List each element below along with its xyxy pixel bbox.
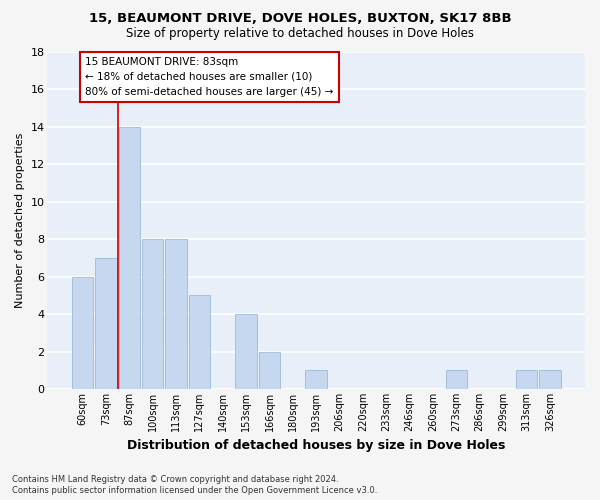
Bar: [516, 370, 537, 389]
Bar: [305, 370, 327, 389]
Bar: [142, 239, 163, 389]
Bar: [539, 370, 560, 389]
Bar: [446, 370, 467, 389]
Bar: [188, 296, 210, 389]
Text: 15 BEAUMONT DRIVE: 83sqm
← 18% of detached houses are smaller (10)
80% of semi-d: 15 BEAUMONT DRIVE: 83sqm ← 18% of detach…: [85, 57, 334, 96]
Text: Contains public sector information licensed under the Open Government Licence v3: Contains public sector information licen…: [12, 486, 377, 495]
Text: 15, BEAUMONT DRIVE, DOVE HOLES, BUXTON, SK17 8BB: 15, BEAUMONT DRIVE, DOVE HOLES, BUXTON, …: [89, 12, 511, 26]
Bar: [72, 276, 94, 389]
Bar: [95, 258, 117, 389]
Y-axis label: Number of detached properties: Number of detached properties: [15, 132, 25, 308]
Bar: [166, 239, 187, 389]
Text: Size of property relative to detached houses in Dove Holes: Size of property relative to detached ho…: [126, 28, 474, 40]
Bar: [119, 126, 140, 389]
Bar: [259, 352, 280, 389]
Text: Contains HM Land Registry data © Crown copyright and database right 2024.: Contains HM Land Registry data © Crown c…: [12, 475, 338, 484]
X-axis label: Distribution of detached houses by size in Dove Holes: Distribution of detached houses by size …: [127, 440, 505, 452]
Bar: [235, 314, 257, 389]
